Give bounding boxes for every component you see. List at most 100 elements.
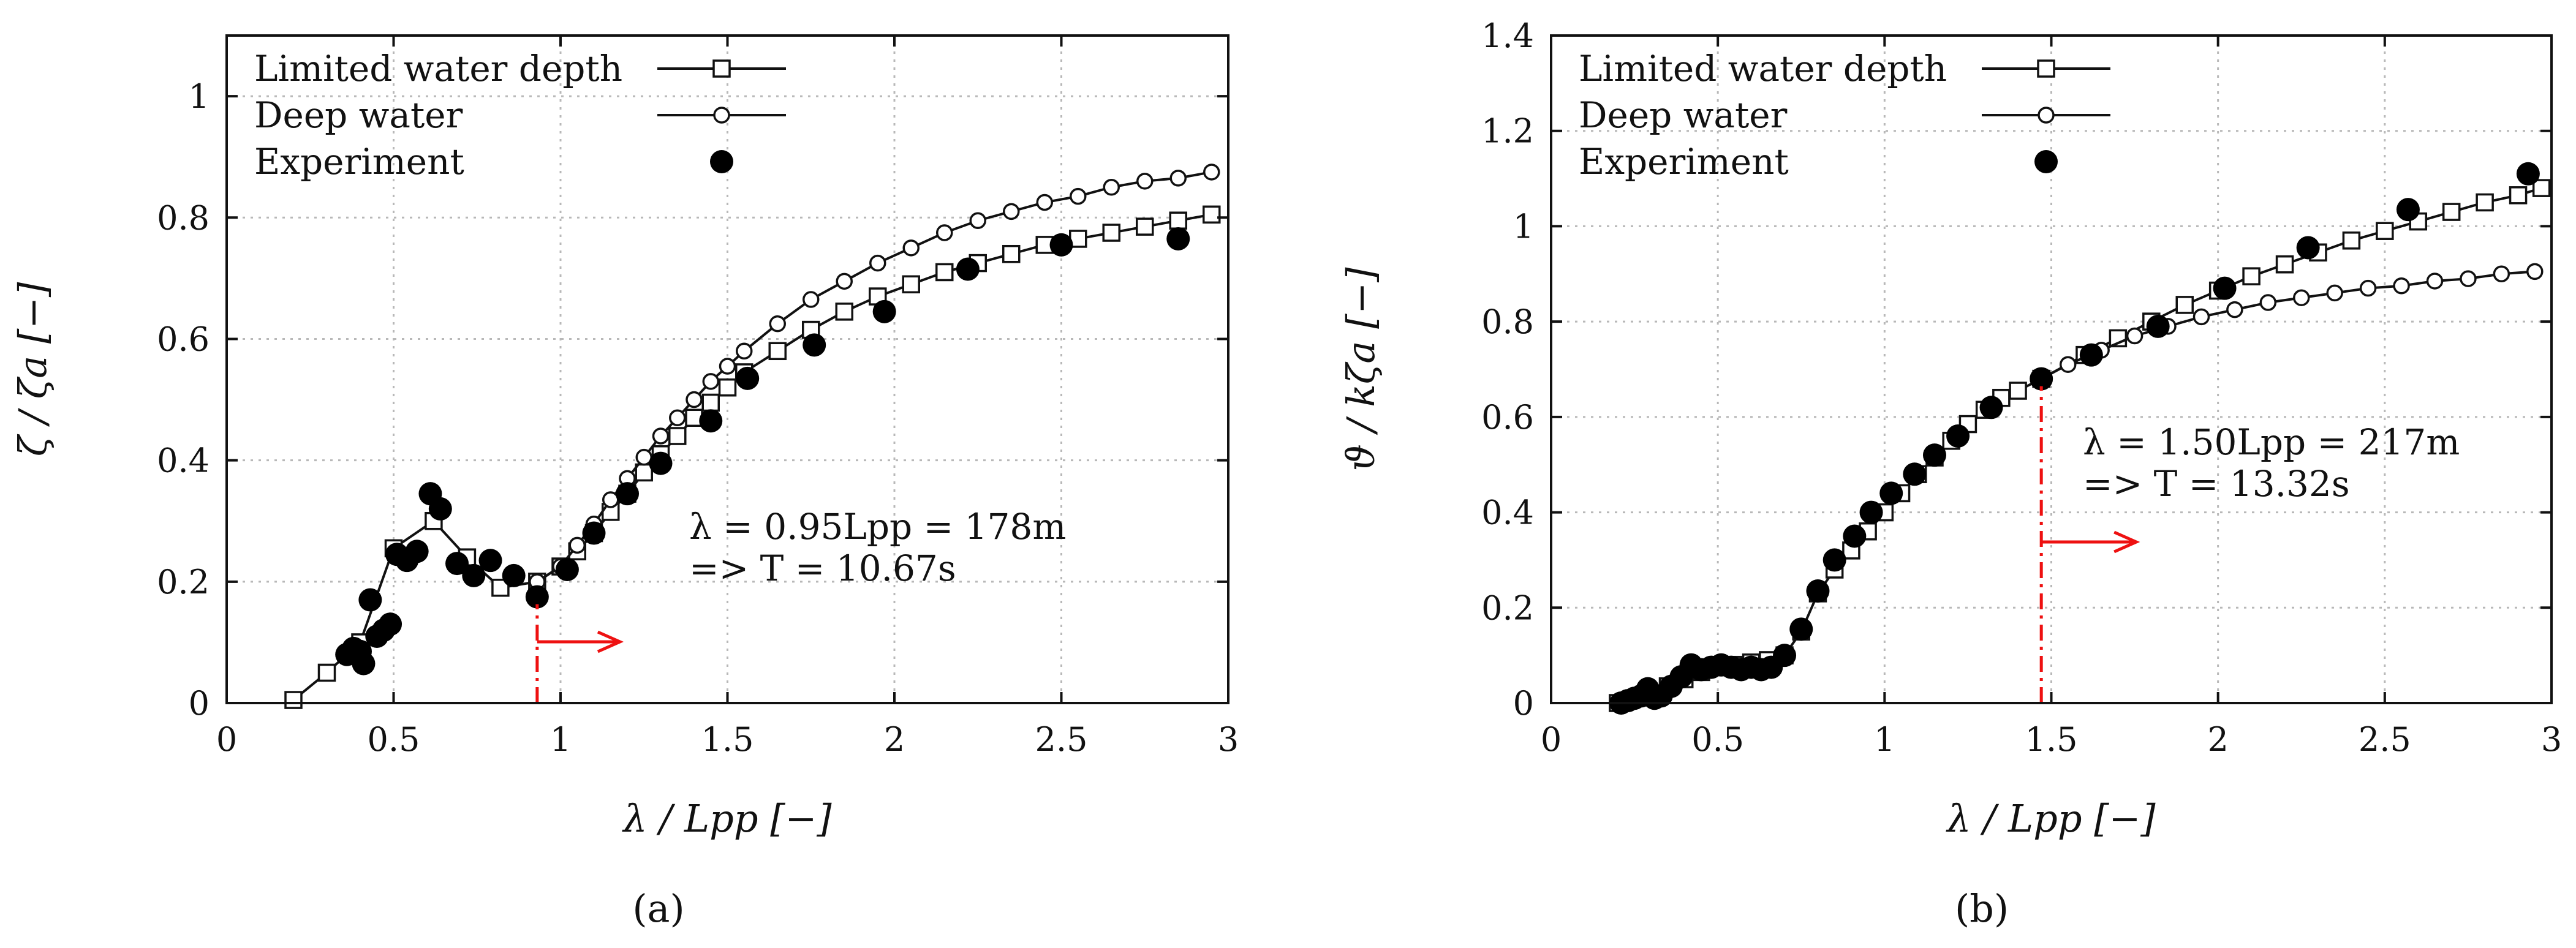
data-point [719,358,736,375]
y-tick-label: 0 [189,684,210,723]
x-axis-label-a: λ / Lpp [−] [621,796,832,841]
data-point [2509,186,2528,205]
data-point [2193,308,2210,326]
data-point [969,212,986,229]
data-point [1002,244,1021,263]
data-point [2396,198,2420,222]
data-point [701,393,720,412]
data-point [2146,314,2170,338]
data-point [2442,203,2461,221]
data-point [358,588,382,612]
data-point [872,299,896,323]
data-point [2359,279,2377,297]
data-point [1789,617,1813,641]
data-point [768,342,787,361]
y-tick-label: 0.2 [157,563,210,601]
data-point [2460,270,2477,287]
y-tick-label: 0.4 [157,442,210,480]
legend-swatch-marker [2034,150,2058,173]
y-tick-label: 0.8 [157,198,210,237]
data-point [1859,500,1883,524]
legend-swatch-marker [710,150,733,173]
data-point [2426,273,2444,290]
data-point [869,254,886,272]
data-point [1203,205,1221,224]
y-tick-label: 0.2 [1481,589,1534,627]
x-tick-label: 3 [2541,720,2562,759]
legend-label: Deep water [1579,94,1788,136]
y-axis-label-a: ζ / ζa [−] [10,282,55,456]
y-tick-label: 1 [1513,207,1534,246]
legend-swatch-marker [712,59,731,78]
annotation-line2-a: => T = 10.67s [689,547,956,589]
data-point [702,373,719,390]
legend-a: Limited water depth Deep water Experiment [254,48,786,182]
data-point [1946,424,1970,448]
series-filled-circle [335,227,1190,675]
series-b [1609,162,2551,715]
x-tick-label: 1.5 [701,720,754,759]
series-line [2041,270,2535,380]
annotation-marker-b [2039,386,2140,703]
x-axis-label-b: λ / Lpp [−] [1945,796,2156,841]
data-point [1169,170,1187,187]
x-tick-label: 0.5 [368,720,420,759]
data-point [686,391,703,408]
data-point [2532,179,2551,197]
data-point [1843,524,1867,548]
data-point [769,315,786,333]
legend-label: Limited water depth [254,48,622,89]
data-point [1822,548,1846,572]
y-tick-label: 1.4 [1481,17,1534,55]
data-point [1136,217,1154,236]
data-point [1049,233,1073,257]
data-point [2213,276,2237,300]
legend-label: Experiment [1579,141,1789,182]
series-circle [529,164,1220,590]
data-point [936,224,953,241]
data-point [2409,212,2428,231]
data-point [1203,164,1220,181]
data-point [836,273,853,290]
data-point [1806,579,1830,603]
arrow-head [2113,530,2140,554]
data-point [317,663,336,682]
data-point [1879,481,1903,505]
x-tick-label: 2.5 [2359,720,2411,759]
data-point [445,552,469,576]
series-square [284,205,1221,709]
annotation-line1-b: λ = 1.50Lpp = 217m [2083,421,2460,463]
data-point [649,451,673,475]
data-point [2493,265,2510,283]
data-point [525,585,549,609]
data-point [2242,267,2261,285]
data-point [2526,263,2544,280]
y-tick-label: 0.4 [1481,494,1534,532]
data-point [502,563,526,587]
data-point [2175,296,2194,314]
data-point [352,652,376,675]
data-point [2342,231,2361,250]
data-point [1903,462,1927,486]
data-point [2275,255,2294,274]
data-point [1070,187,1087,205]
series-a [284,164,1221,709]
x-tick-label: 1 [1874,720,1895,759]
y-tick-label: 0 [1513,684,1534,723]
data-point [1979,396,2003,419]
data-point [635,463,653,482]
data-point [2009,382,2027,400]
data-point [803,291,820,308]
x-tick-label: 1 [550,720,571,759]
data-point [1103,178,1120,196]
data-point [803,333,826,357]
data-point [699,409,723,433]
data-point [2516,162,2540,186]
data-point [902,275,920,294]
y-tick-label: 1.2 [1481,112,1534,151]
data-point [2030,367,2053,391]
legend-swatch-marker [2037,59,2055,78]
data-point [652,427,670,445]
y-tick-label: 0.8 [1481,303,1534,341]
y-axis-label-b: ϑ / kζa [−] [1339,267,1383,472]
